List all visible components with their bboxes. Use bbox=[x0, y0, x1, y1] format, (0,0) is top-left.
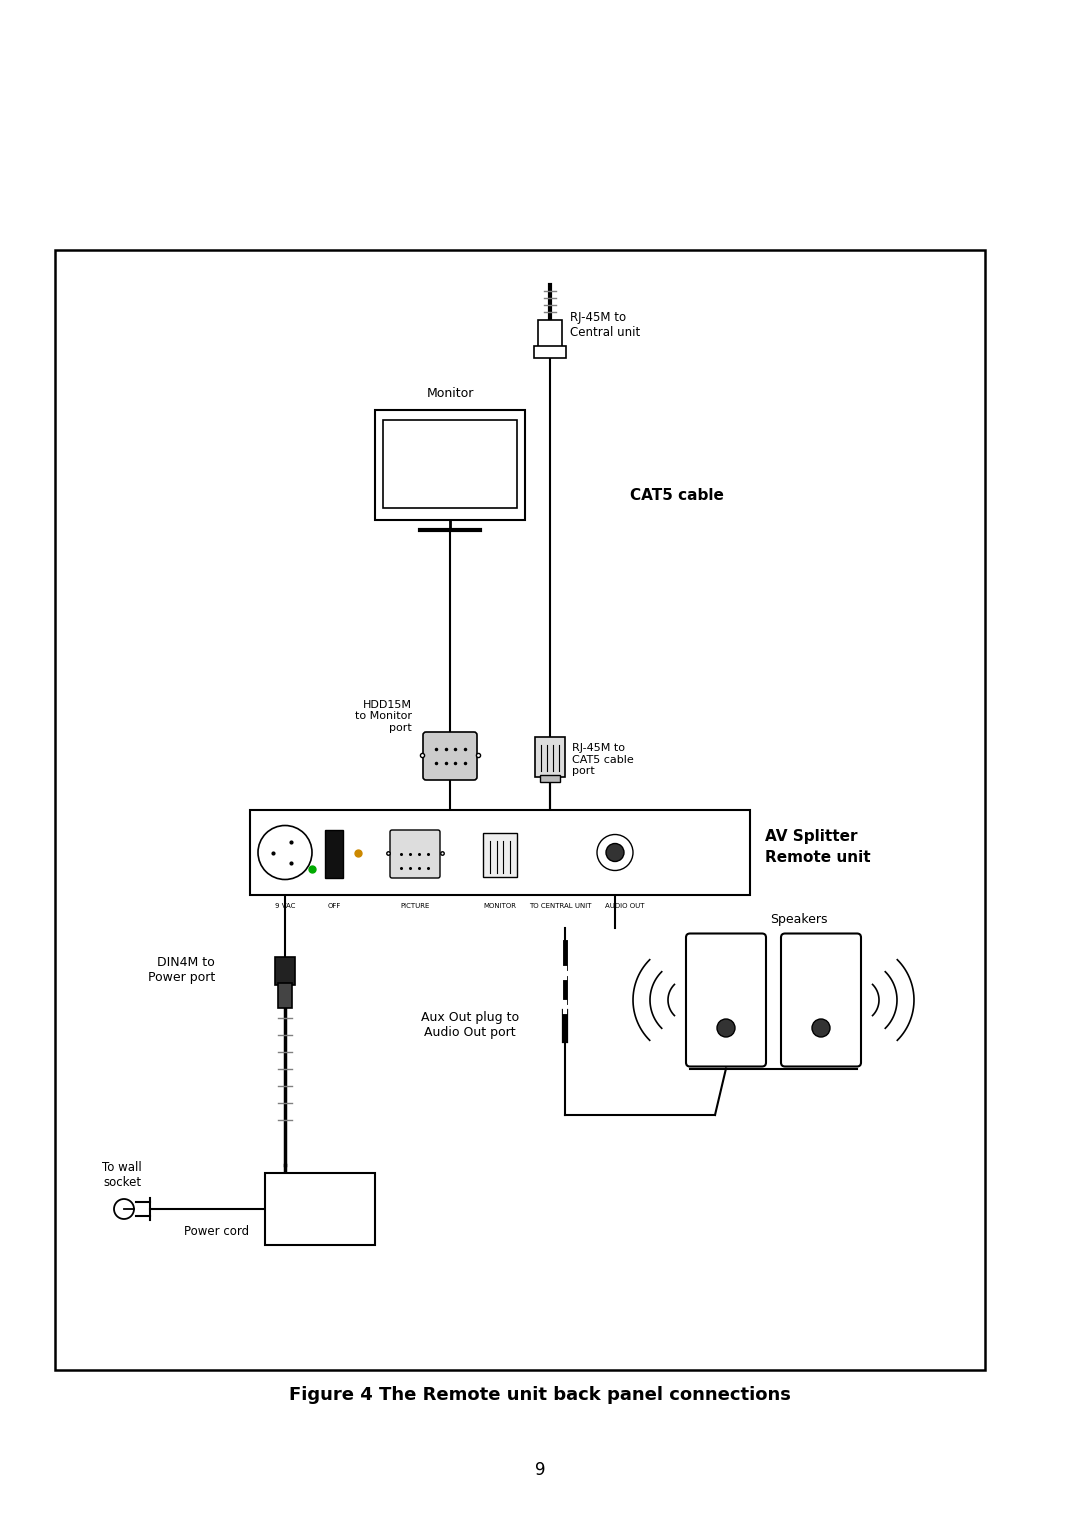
Circle shape bbox=[114, 1199, 134, 1218]
Bar bbox=[325, 830, 343, 878]
Bar bbox=[265, 1173, 375, 1244]
Bar bbox=[538, 320, 562, 348]
FancyBboxPatch shape bbox=[781, 933, 861, 1066]
FancyBboxPatch shape bbox=[686, 933, 766, 1066]
Bar bbox=[383, 419, 517, 508]
Text: Power
adapter: Power adapter bbox=[296, 1196, 345, 1223]
Circle shape bbox=[812, 1019, 831, 1037]
Bar bbox=[275, 958, 295, 985]
Text: Figure 4 The Remote unit back panel connections: Figure 4 The Remote unit back panel conn… bbox=[289, 1386, 791, 1405]
Text: 9 VAC: 9 VAC bbox=[274, 903, 295, 909]
Text: DIN4M to
Power port: DIN4M to Power port bbox=[148, 956, 215, 984]
Bar bbox=[534, 346, 566, 358]
Bar bbox=[535, 737, 565, 778]
Text: AUDIO OUT: AUDIO OUT bbox=[605, 903, 645, 909]
Text: Power cord: Power cord bbox=[184, 1225, 249, 1238]
FancyBboxPatch shape bbox=[390, 830, 440, 878]
Circle shape bbox=[717, 1019, 735, 1037]
Bar bbox=[540, 775, 561, 782]
Text: OFF: OFF bbox=[327, 903, 340, 909]
Bar bbox=[249, 810, 750, 895]
Bar bbox=[375, 410, 525, 520]
Bar bbox=[278, 984, 292, 1008]
Text: Speakers: Speakers bbox=[770, 912, 827, 926]
Text: TO CENTRAL UNIT: TO CENTRAL UNIT bbox=[529, 903, 591, 909]
Text: AV Splitter
Remote unit: AV Splitter Remote unit bbox=[765, 830, 870, 866]
Text: RJ-45M to
Central unit: RJ-45M to Central unit bbox=[570, 311, 640, 339]
Bar bbox=[55, 250, 985, 1369]
FancyBboxPatch shape bbox=[423, 732, 477, 779]
Text: Aux Out plug to
Audio Out port: Aux Out plug to Audio Out port bbox=[421, 1011, 519, 1039]
Text: ON: ON bbox=[307, 816, 318, 822]
Bar bbox=[483, 833, 517, 877]
Circle shape bbox=[597, 834, 633, 871]
Circle shape bbox=[258, 825, 312, 880]
Circle shape bbox=[606, 843, 624, 862]
Text: 9: 9 bbox=[535, 1461, 545, 1479]
Text: RJ-45M to
CAT5 cable
port: RJ-45M to CAT5 cable port bbox=[572, 743, 634, 776]
Text: CAT5 cable: CAT5 cable bbox=[630, 488, 724, 503]
Text: HDD15M
to Monitor
port: HDD15M to Monitor port bbox=[355, 700, 411, 734]
Text: MONITOR: MONITOR bbox=[484, 903, 516, 909]
Text: Monitor: Monitor bbox=[427, 387, 474, 400]
Text: PICTURE: PICTURE bbox=[401, 903, 430, 909]
Text: To wall
socket: To wall socket bbox=[103, 1161, 141, 1190]
